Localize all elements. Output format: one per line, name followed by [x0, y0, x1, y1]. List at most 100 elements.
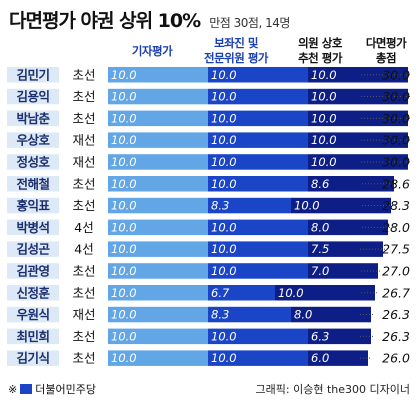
bar-label-staff: 10.0 [211, 133, 237, 147]
member-name: 김관영 [16, 263, 49, 278]
name-box [7, 306, 59, 323]
bar-segment-peer [308, 154, 408, 170]
bar-label-staff: 10.0 [211, 351, 237, 365]
member-term: 재선 [72, 154, 95, 169]
total-score: 27.0 [382, 263, 410, 278]
bar-label-journalist: 10.0 [111, 68, 137, 82]
member-term: 초선 [72, 198, 95, 213]
total-score: 26.0 [382, 351, 410, 366]
bar-label-peer: 7.5 [311, 242, 329, 256]
header-journalist: 기자평가 [112, 44, 192, 59]
member-name: 우상호 [16, 133, 50, 148]
bar-segment-staff [208, 67, 308, 83]
legend-marker: ※ [8, 382, 18, 396]
bar-label-peer: 10.0 [311, 68, 337, 82]
member-name: 김용익 [16, 89, 49, 104]
member-term: 초선 [72, 263, 95, 278]
bar-segment-journalist [108, 285, 208, 301]
bar-label-journalist: 10.0 [111, 220, 137, 234]
bar-label-journalist: 10.0 [111, 90, 137, 104]
header-peer: 의원 상호 추천 평가 [280, 36, 360, 66]
total-score: 26.7 [382, 285, 410, 300]
name-box [7, 154, 59, 170]
member-term: 4선 [74, 220, 93, 235]
bar-label-peer: 10.0 [311, 133, 337, 147]
bar-segment-staff [208, 350, 308, 366]
name-box [7, 176, 59, 192]
legend: ※ 더불어민주당 [8, 381, 96, 397]
member-name: 김민기 [16, 67, 49, 82]
bar-segment-staff [208, 110, 308, 127]
bar-segment-journalist [108, 219, 208, 236]
member-term: 초선 [72, 111, 95, 126]
bar-segment-peer [308, 176, 394, 192]
total-score: 28.3 [382, 198, 410, 213]
name-box [7, 67, 59, 83]
bar-segment-journalist [108, 306, 208, 323]
name-box [7, 328, 59, 345]
bar-label-staff: 10.0 [211, 264, 237, 278]
member-term: 초선 [72, 329, 95, 344]
name-box [7, 263, 59, 279]
member-term: 4선 [74, 242, 93, 257]
total-score: 30.0 [382, 89, 410, 104]
legend-swatch [20, 384, 33, 394]
bar-segment-peer [308, 263, 378, 279]
member-name: 우원식 [16, 307, 49, 322]
total-score: 28.6 [382, 176, 410, 191]
bar-label-journalist: 10.0 [111, 133, 137, 147]
bar-segment-peer [308, 110, 408, 127]
bar-label-journalist: 10.0 [111, 177, 137, 191]
bar-segment-peer [308, 241, 383, 257]
bar-label-peer: 10.0 [311, 155, 337, 169]
bar-label-peer: 7.0 [311, 264, 329, 278]
member-name: 김기식 [16, 351, 49, 366]
member-name: 신정훈 [16, 285, 50, 300]
bar-label-journalist: 10.0 [111, 111, 137, 125]
bar-segment-staff [208, 263, 308, 279]
name-box [7, 241, 59, 257]
bar-label-peer: 6.3 [311, 329, 329, 343]
bar-segment-staff [208, 241, 308, 257]
bar-label-staff: 10.0 [211, 111, 237, 125]
bar-label-journalist: 10.0 [111, 286, 137, 300]
bar-label-staff: 6.7 [211, 286, 230, 300]
legend-label: 더불어민주당 [35, 383, 96, 396]
bar-segment-journalist [108, 263, 208, 279]
member-name: 홍익표 [16, 198, 50, 213]
member-term: 초선 [72, 89, 95, 104]
credit: 그래픽: 이승현 the300 디자이너 [255, 383, 410, 396]
bar-segment-journalist [108, 328, 208, 345]
bar-label-peer: 8.0 [294, 308, 312, 322]
bar-label-peer: 8.6 [311, 177, 329, 191]
bar-segment-journalist [108, 350, 208, 366]
bar-label-peer: 8.0 [311, 220, 329, 234]
header-total-line1: 다면평가 [365, 36, 407, 50]
chart-subtitle: 만점 30점, 14명 [209, 16, 290, 30]
member-term: 재선 [72, 307, 95, 322]
name-box [7, 219, 59, 236]
member-term: 초선 [72, 176, 95, 191]
bar-segment-journalist [108, 241, 208, 257]
total-score: 30.0 [382, 133, 410, 148]
bar-segment-journalist [108, 132, 208, 148]
bar-label-journalist: 10.0 [111, 155, 137, 169]
bar-label-staff: 10.0 [211, 68, 237, 82]
bar-segment-peer [291, 306, 371, 323]
header-journalist-label: 기자평가 [131, 44, 173, 58]
name-box [7, 350, 59, 366]
bar-segment-staff [208, 197, 291, 214]
bar-segment-peer [275, 285, 375, 301]
total-score: 30.0 [382, 154, 410, 169]
member-name: 김성곤 [16, 242, 50, 257]
member-name: 최민희 [16, 329, 49, 344]
title-row: 다면평가 야권 상위 10% 만점 30점, 14명 [9, 6, 290, 33]
bar-label-peer: 6.0 [311, 351, 329, 365]
total-score: 30.0 [382, 111, 410, 126]
bar-segment-staff [208, 132, 308, 148]
member-term: 초선 [72, 285, 95, 300]
bar-segment-peer [308, 350, 368, 366]
header-total: 다면평가 총점 [356, 36, 416, 66]
total-score: 26.3 [382, 329, 410, 344]
